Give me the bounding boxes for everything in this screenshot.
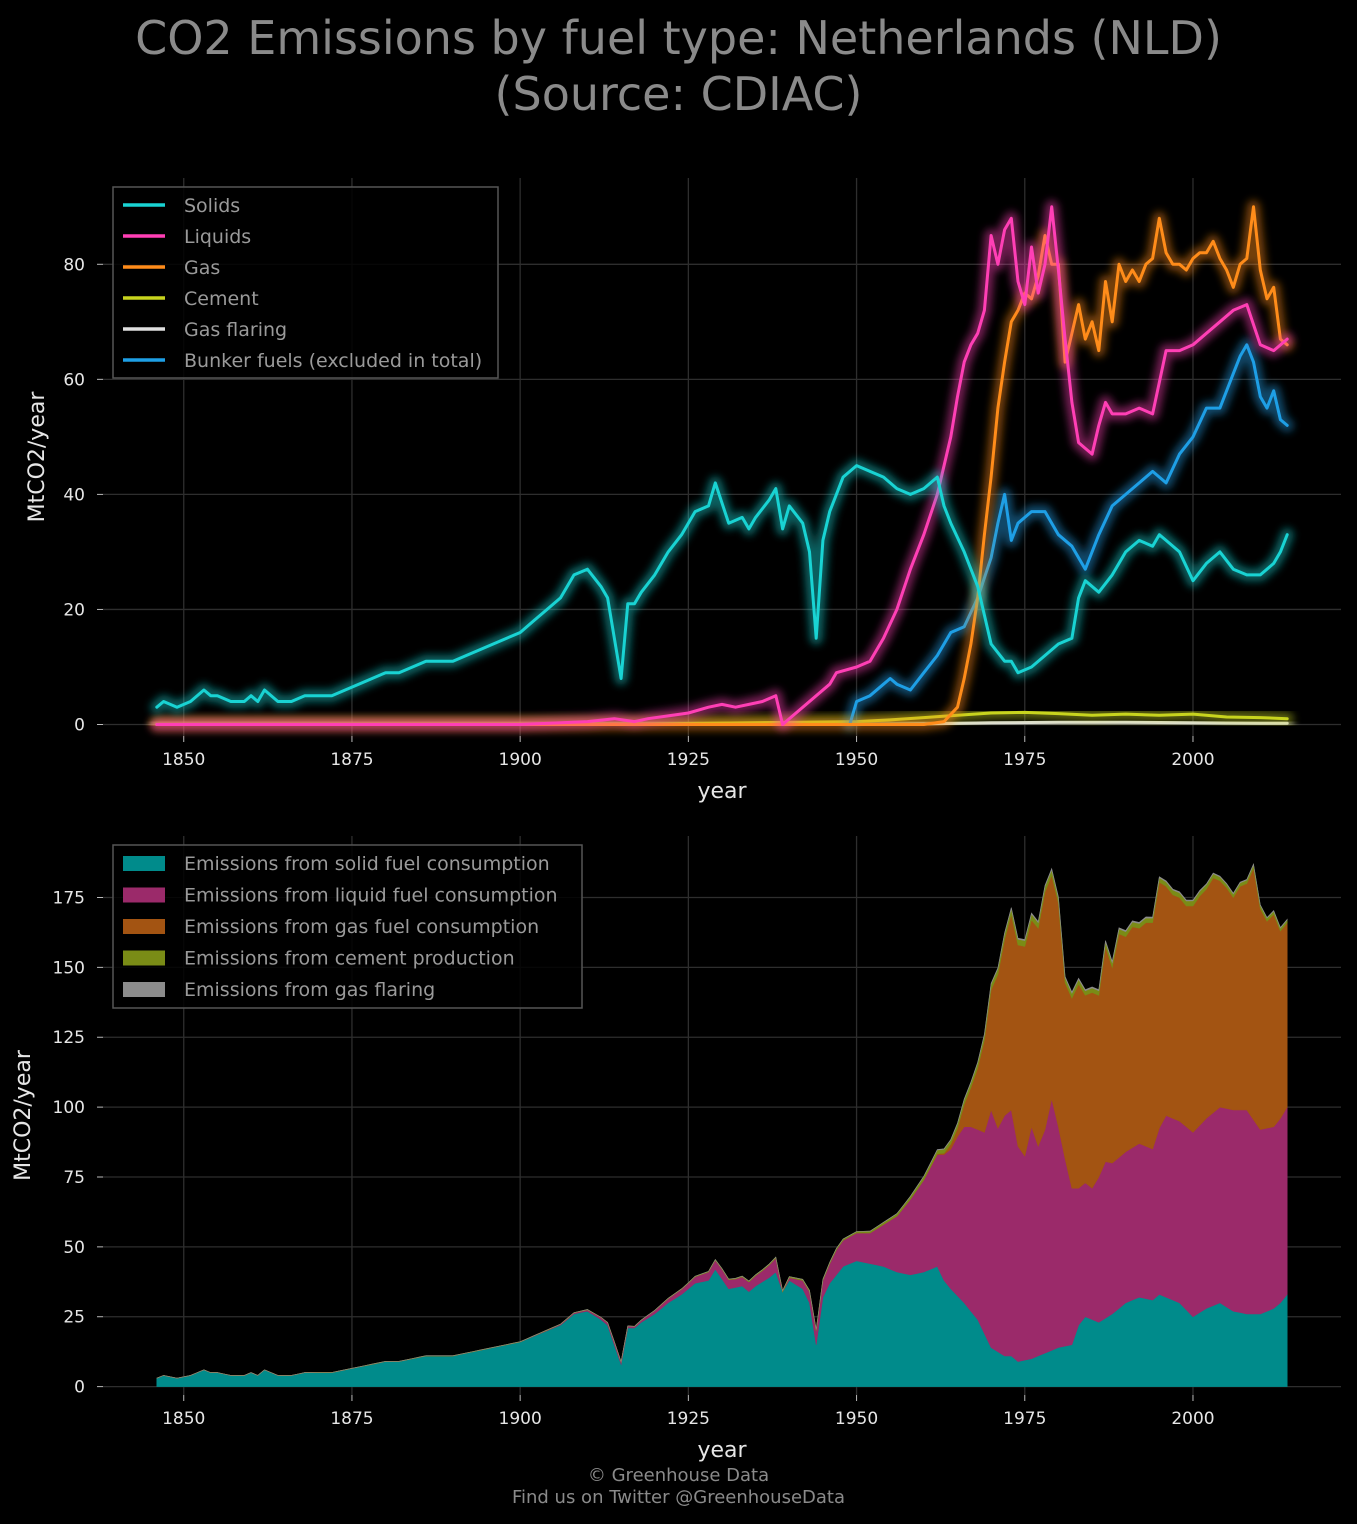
y-tick-label: 175 <box>53 888 85 908</box>
legend-label: Emissions from solid fuel consumption <box>184 853 550 875</box>
line-path <box>155 205 1289 726</box>
chart-subtitle: (Source: CDIAC) <box>494 67 863 121</box>
series-solids <box>150 459 1294 714</box>
legend-box <box>112 844 583 1009</box>
y-tick-label: 20 <box>63 600 85 620</box>
x-tick-label: 1900 <box>499 1409 542 1429</box>
x-tick-label: 1900 <box>499 750 542 770</box>
legend-label: Bunker fuels (excluded in total) <box>184 350 482 372</box>
legend-box <box>112 186 499 379</box>
legend-label: Emissions from gas fuel consumption <box>184 916 539 938</box>
legend-swatch <box>123 982 165 997</box>
footer-twitter: Find us on Twitter @GreenhouseData <box>511 1487 846 1508</box>
legend-label: Gas flaring <box>184 319 287 341</box>
y-tick-label: 60 <box>63 370 85 390</box>
series-bunker-fuels-excluded-in-total- <box>843 338 1294 731</box>
x-tick-label: 1925 <box>667 750 710 770</box>
legend-swatch <box>123 950 165 966</box>
y-axis-label: MtCO2/year <box>11 1049 36 1181</box>
series-liquids <box>150 200 1294 731</box>
x-tick-label: 1950 <box>835 1409 878 1429</box>
y-tick-label: 0 <box>74 715 85 735</box>
y-tick-label: 40 <box>63 485 85 505</box>
x-axis-label: year <box>697 1438 747 1463</box>
top-line-chart: 1850 1875 1900 1925 1950 1975 2000 0 20 40 60 80 yea… <box>25 178 1341 804</box>
y-tick-label: 150 <box>53 958 85 978</box>
y-tick-label: 100 <box>53 1098 85 1118</box>
y-tick-label: 80 <box>63 255 85 275</box>
x-tick-label: 1950 <box>835 750 878 770</box>
top-legend: Solids Liquids Gas Cement Gas flaring Bunker … <box>112 186 499 379</box>
legend-swatch <box>123 919 165 934</box>
y-axis-label: MtCO2/year <box>25 391 50 523</box>
x-tick-label: 1875 <box>330 750 373 770</box>
x-tick-label: 1975 <box>1003 750 1046 770</box>
area-gas-flaring <box>156 863 1288 1379</box>
series-gas <box>150 200 1294 731</box>
y-tick-label: 75 <box>63 1168 85 1188</box>
bottom-stacked-area-chart: 1850 1875 1900 1925 1950 1975 2000 0 25 50 75 100 12… <box>11 836 1341 1463</box>
legend-label: Emissions from cement production <box>184 948 515 970</box>
x-tick-label: 1850 <box>162 750 205 770</box>
line-path <box>155 464 1289 709</box>
x-tick-label: 1975 <box>1003 1409 1046 1429</box>
x-tick-label: 1925 <box>667 1409 710 1429</box>
y-tick-label: 0 <box>74 1378 85 1398</box>
legend-label: Gas <box>184 257 220 279</box>
legend-label: Solids <box>184 195 240 217</box>
chart-title: CO2 Emissions by fuel type: Netherlands … <box>135 11 1222 65</box>
legend-swatch <box>123 887 165 903</box>
x-axis-label: year <box>697 779 747 804</box>
legend-label: Cement <box>184 288 259 310</box>
y-tick-label: 50 <box>63 1238 85 1258</box>
x-tick-label: 2000 <box>1171 1409 1214 1429</box>
x-tick-label: 1875 <box>330 1409 373 1429</box>
legend-label: Emissions from gas flaring <box>184 979 435 1001</box>
y-tick-label: 125 <box>53 1028 85 1048</box>
y-tick-label: 25 <box>63 1308 85 1328</box>
line-path <box>848 343 1289 726</box>
x-tick-label: 2000 <box>1171 750 1214 770</box>
line-path <box>155 205 1289 726</box>
legend-label: Liquids <box>184 226 251 248</box>
legend-label: Emissions from liquid fuel consumption <box>184 885 558 907</box>
bottom-legend: Emissions from solid fuel consumption Emi… <box>112 844 583 1009</box>
x-tick-label: 1850 <box>162 1409 205 1429</box>
legend-swatch <box>123 856 165 871</box>
footer-copyright: © Greenhouse Data <box>587 1465 770 1486</box>
